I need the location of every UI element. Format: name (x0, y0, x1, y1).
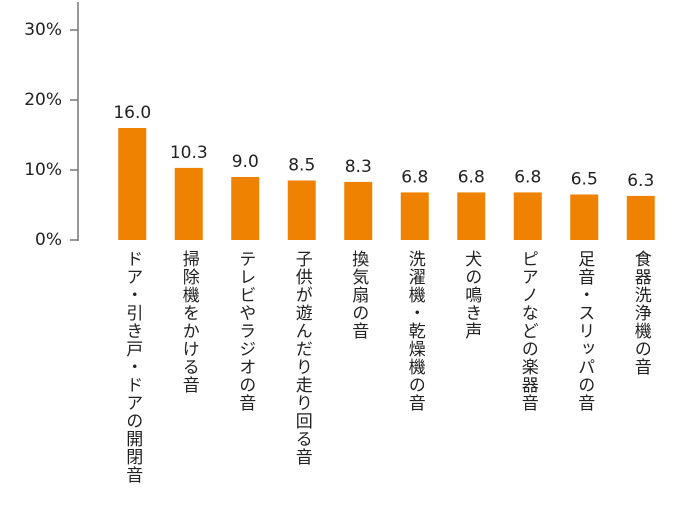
x-tick-label: 洗濯機・乾燥機の音 (405, 250, 426, 412)
x-tick-label: ピアノなどの楽器音 (518, 250, 539, 412)
x-tick-label: 犬の鳴き声 (461, 250, 482, 340)
bar (513, 192, 542, 240)
value-label: 6.8 (401, 167, 428, 187)
bar (344, 181, 373, 240)
value-label: 9.0 (232, 152, 259, 172)
value-label: 6.8 (458, 167, 485, 187)
value-label: 6.8 (514, 167, 541, 187)
y-tick-label: 10% (24, 160, 62, 180)
bar (174, 167, 203, 240)
x-tick-label: 子供が遊んだり走り回る音 (292, 250, 313, 466)
x-tick-label: 食器洗浄機の音 (631, 250, 652, 376)
value-label: 16.0 (113, 103, 151, 123)
x-tick-label: テレビやラジオの音 (235, 250, 256, 412)
bar (231, 177, 260, 240)
x-tick-label: 足音・スリッパの音 (574, 250, 595, 412)
bar (570, 194, 599, 240)
value-label: 8.3 (345, 157, 372, 177)
y-tick-label: 0% (35, 230, 62, 250)
x-tick-label: 換気扇の音 (348, 250, 369, 340)
value-label: 6.5 (571, 170, 598, 190)
value-label: 6.3 (627, 171, 654, 191)
y-tick-label: 20% (24, 90, 62, 110)
y-tick-label: 30% (24, 20, 62, 40)
bar (626, 195, 655, 240)
bar (118, 128, 147, 240)
bar (400, 192, 429, 240)
x-tick-label: 掃除機をかける音 (179, 250, 200, 394)
x-tick-label: ドア・引き戸・ドアの開閉音 (122, 250, 143, 484)
bar (457, 192, 486, 240)
value-label: 10.3 (170, 143, 208, 163)
bar (287, 180, 316, 240)
value-label: 8.5 (288, 156, 315, 176)
